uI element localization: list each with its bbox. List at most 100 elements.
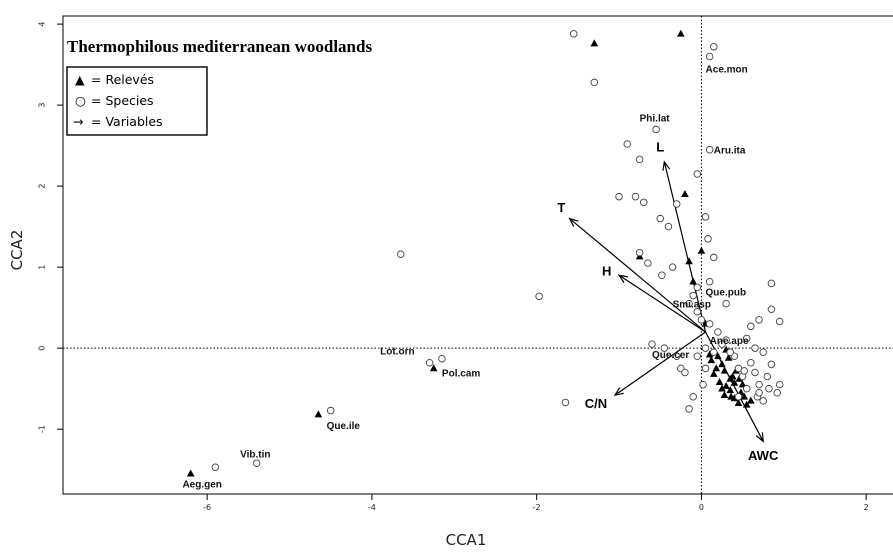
releve-point bbox=[707, 356, 716, 364]
species-point bbox=[767, 305, 776, 314]
variable-arrow-l bbox=[663, 161, 707, 333]
legend-label-variables: = Variables bbox=[91, 114, 163, 129]
species-point bbox=[742, 334, 751, 343]
releve-point bbox=[740, 392, 749, 400]
variable-label: L bbox=[656, 139, 664, 154]
chart-title: Thermophilous mediterranean woodlands bbox=[67, 37, 372, 56]
species-point bbox=[759, 397, 767, 405]
species-label: Que.ile bbox=[327, 421, 361, 432]
species-point bbox=[740, 367, 749, 375]
species-point bbox=[652, 125, 660, 134]
species-point bbox=[656, 214, 664, 223]
species-point bbox=[773, 388, 781, 397]
releve-point bbox=[715, 377, 724, 385]
species-point bbox=[767, 279, 776, 288]
species-point bbox=[701, 213, 710, 221]
species-point bbox=[755, 316, 763, 324]
releve-point bbox=[734, 399, 743, 407]
legend-symbol-variables: → bbox=[73, 114, 83, 129]
y-axis-label: CCA2 bbox=[8, 230, 26, 271]
species-label: Pol.cam bbox=[442, 369, 480, 380]
releve-point bbox=[747, 396, 755, 404]
species-point bbox=[635, 248, 644, 257]
releve-point bbox=[718, 360, 726, 368]
variable-label: T bbox=[557, 200, 565, 215]
species-point bbox=[714, 328, 722, 336]
species-point bbox=[755, 380, 763, 389]
species-label: Lot.orn bbox=[380, 347, 414, 358]
releve-point bbox=[726, 386, 735, 394]
species-point bbox=[697, 316, 706, 324]
arrow-head bbox=[755, 432, 764, 443]
species-point bbox=[722, 299, 730, 308]
axis-ticks: -6 -4 -2 0 2 -1 0 1 2 3 4 bbox=[38, 22, 869, 512]
species-point bbox=[658, 271, 666, 280]
releve-point bbox=[724, 353, 733, 361]
releve-point bbox=[590, 39, 599, 47]
species-point bbox=[252, 459, 261, 467]
species-point bbox=[775, 380, 784, 389]
species-label: Que.cer bbox=[652, 350, 689, 361]
y-tick-label: 0 bbox=[38, 346, 47, 351]
species-label: Que.pub bbox=[706, 288, 747, 299]
species-point bbox=[699, 380, 707, 389]
species-point bbox=[631, 192, 640, 201]
legend-box bbox=[66, 66, 208, 136]
releve-point bbox=[727, 392, 735, 400]
releve-point bbox=[314, 410, 323, 418]
species-point bbox=[615, 192, 623, 201]
species-point bbox=[755, 388, 763, 397]
species-point bbox=[751, 368, 759, 377]
species-label: Phi.lat bbox=[640, 113, 671, 124]
species-point bbox=[672, 352, 681, 361]
species-label: Aeg.gen bbox=[182, 480, 221, 491]
species-point bbox=[640, 198, 648, 207]
species-point bbox=[742, 384, 751, 393]
species-point bbox=[763, 372, 772, 381]
x-tick-label: -4 bbox=[368, 503, 376, 512]
species-point bbox=[668, 263, 677, 271]
legend: ▲ = Relevés ○ = Species → = Variables bbox=[66, 66, 208, 136]
y-tick-label: 3 bbox=[38, 103, 47, 108]
species-point bbox=[704, 235, 712, 243]
species-point bbox=[734, 393, 743, 401]
species-label: Vib.tin bbox=[240, 450, 270, 461]
species-point bbox=[535, 292, 543, 301]
species-point bbox=[759, 348, 767, 356]
species-point bbox=[693, 307, 702, 316]
x-axis-label: CCA1 bbox=[446, 531, 487, 549]
arrow-head bbox=[662, 160, 671, 171]
plot-frame bbox=[62, 15, 893, 495]
legend-symbol-releves: ▲ bbox=[75, 72, 85, 87]
releve-point bbox=[722, 382, 730, 390]
species-point bbox=[718, 340, 726, 348]
species-point bbox=[644, 259, 652, 267]
species-point bbox=[664, 222, 673, 231]
legend-label-species: = Species bbox=[91, 93, 154, 108]
species-label: Ane.ape bbox=[710, 336, 749, 347]
species-point bbox=[747, 322, 755, 331]
species-point bbox=[425, 359, 434, 367]
species-point bbox=[685, 405, 693, 413]
species-point bbox=[648, 340, 656, 348]
species-label: Aru.ita bbox=[714, 146, 746, 157]
species-point bbox=[765, 384, 773, 393]
releve-point bbox=[720, 390, 729, 398]
species-point bbox=[693, 170, 702, 178]
species-point bbox=[705, 145, 714, 154]
releve-point bbox=[728, 372, 737, 380]
releve-point bbox=[720, 366, 729, 374]
species-point bbox=[685, 299, 693, 308]
species-point bbox=[710, 43, 718, 51]
variable-arrow-t bbox=[569, 218, 706, 333]
variable-label: H bbox=[602, 263, 611, 278]
arrow-head bbox=[613, 387, 624, 397]
variable-arrows: L T H C/N AWC bbox=[557, 139, 779, 463]
species-point bbox=[705, 320, 714, 328]
legend-symbol-species: ○ bbox=[75, 93, 86, 108]
data-points bbox=[186, 29, 784, 477]
species-point bbox=[726, 348, 734, 356]
releve-point bbox=[429, 364, 438, 372]
species-point bbox=[693, 352, 702, 361]
